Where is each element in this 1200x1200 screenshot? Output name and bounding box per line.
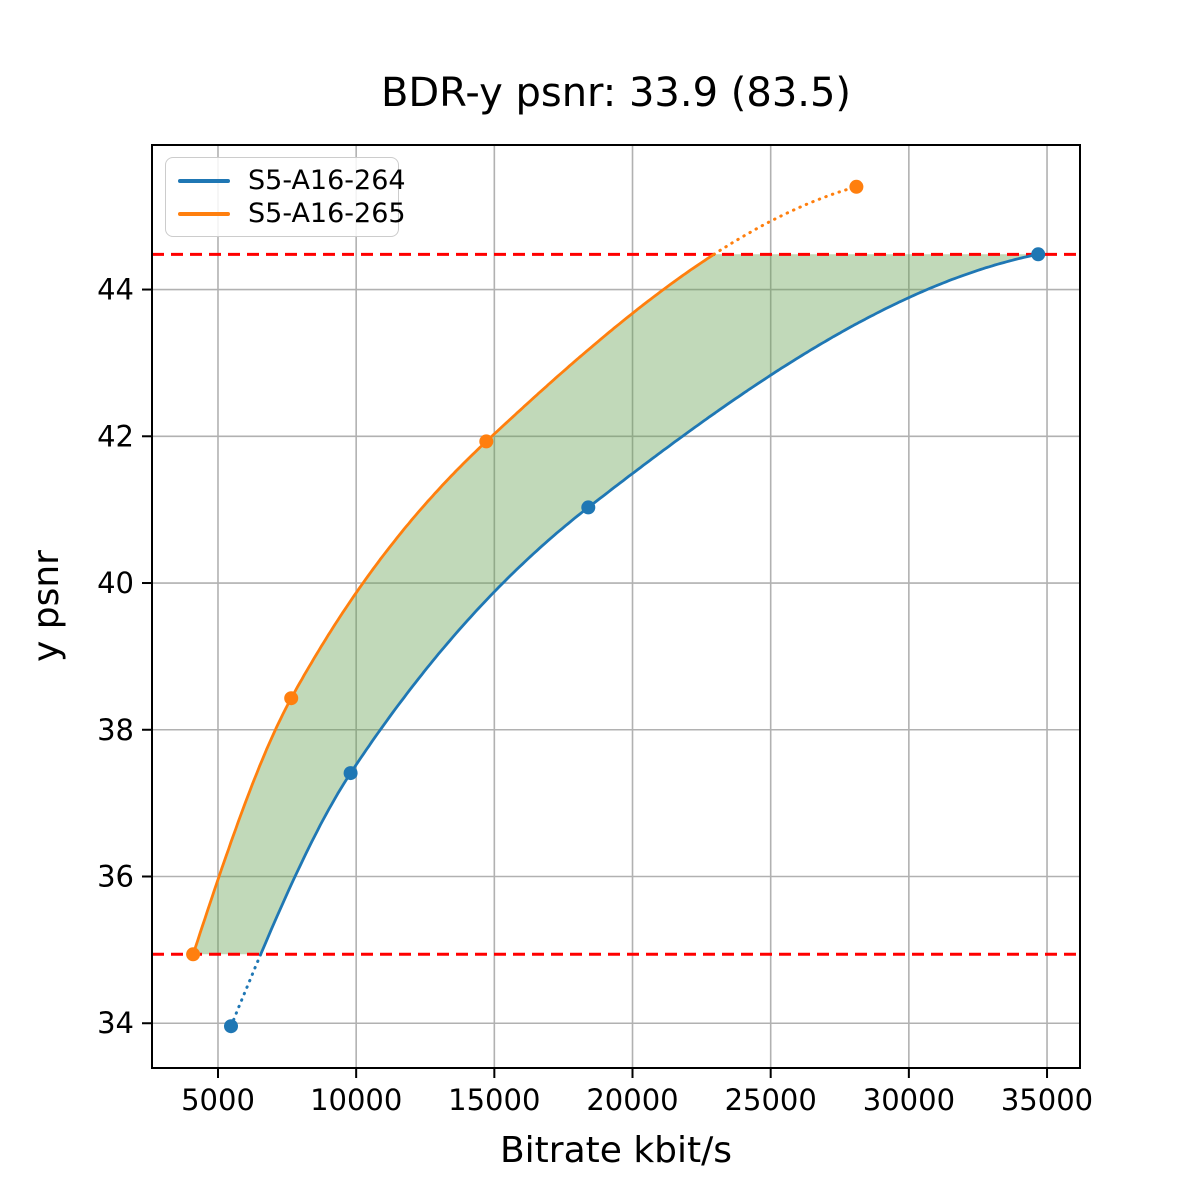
chart-title: BDR-y psnr: 33.9 (83.5) (380, 70, 852, 116)
legend-item-s5-a16-264: S5-A16-264 (178, 165, 406, 196)
y-tick-label: 42 (97, 419, 134, 453)
data-point-S5-A16-265 (186, 947, 201, 962)
legend-label: S5-A16-264 (248, 165, 406, 196)
y-tick-label: 44 (97, 273, 134, 307)
tick-labels: 5000 10000 15000 20000 25000 30000 35000 34 36 38… (97, 273, 1093, 1118)
x-tick-label: 25000 (725, 1083, 817, 1117)
legend: S5-A16-264 S5-A16-265 (165, 157, 406, 237)
curve-S5-A16-265 (191, 253, 715, 955)
data-point-S5-A16-265 (284, 691, 299, 706)
grid-lines (152, 145, 1080, 1068)
curve-S5-A16-264 (259, 252, 1039, 955)
y-tick-label: 38 (97, 713, 134, 747)
curve-dotted-S5-A16-264 (229, 952, 263, 1028)
bd-shaded-region (193, 254, 1039, 955)
data-point-S5-A16-264 (1031, 247, 1046, 262)
data-point-S5-A16-264 (224, 1019, 238, 1034)
legend-label: S5-A16-265 (248, 198, 406, 229)
y-tick-label: 34 (97, 1006, 134, 1040)
legend-line-sample-blue (178, 178, 230, 183)
data-point-S5-A16-265 (479, 434, 494, 449)
tick-marks (142, 288, 1049, 1078)
legend-line-sample-orange (178, 211, 230, 216)
x-axis-label: Bitrate kbit/s (499, 1130, 733, 1171)
x-tick-label: 15000 (448, 1083, 540, 1117)
x-tick-label: 5000 (181, 1083, 255, 1117)
x-tick-label: 20000 (586, 1083, 678, 1117)
y-tick-label: 36 (97, 860, 134, 894)
y-tick-label: 40 (97, 566, 134, 600)
axes-frame (151, 144, 1081, 1069)
legend-item-s5-a16-265: S5-A16-265 (178, 198, 406, 229)
data-point-S5-A16-264 (581, 500, 596, 515)
curve-dotted-S5-A16-265 (712, 185, 858, 256)
x-tick-label: 35000 (1001, 1083, 1093, 1117)
x-tick-label: 10000 (310, 1083, 402, 1117)
x-tick-label: 30000 (863, 1083, 955, 1117)
data-point-S5-A16-264 (343, 766, 358, 781)
data-point-S5-A16-265 (849, 179, 864, 194)
